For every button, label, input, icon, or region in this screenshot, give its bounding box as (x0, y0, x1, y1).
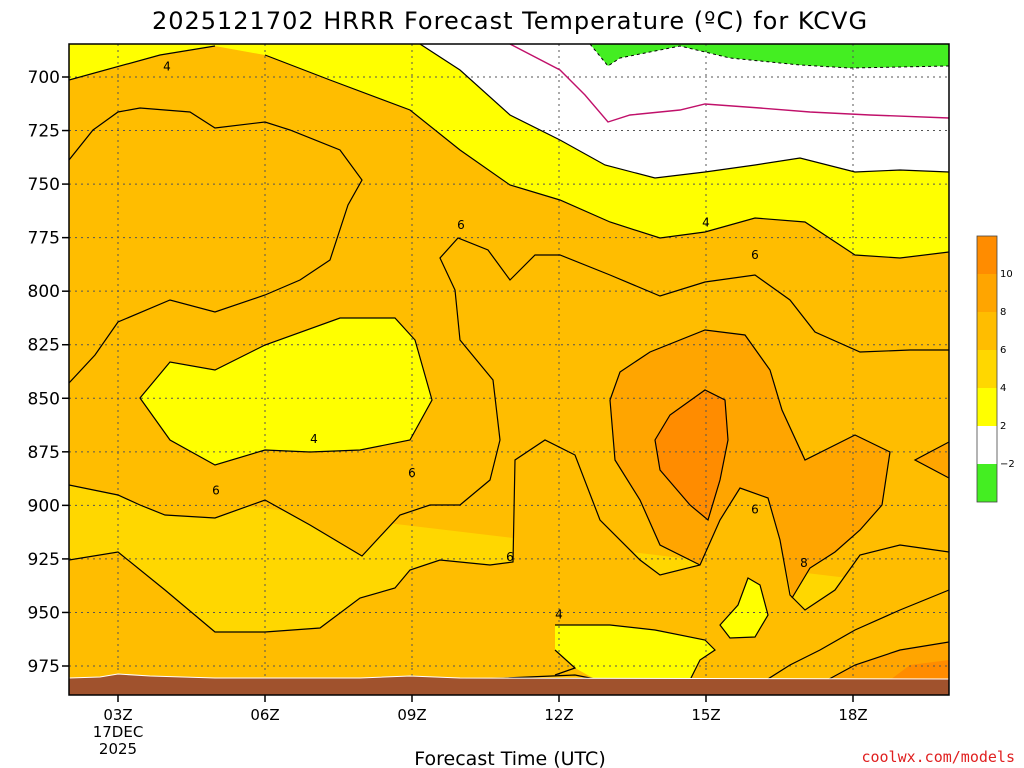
band-2-4-lower (555, 625, 715, 682)
x-tick-label: 03Z (103, 706, 132, 724)
colorbar-label: −2 (1000, 459, 1015, 470)
contour-labels: 4 4 4 4 6 6 6 6 6 6 8 (163, 59, 808, 621)
contour-label: 6 (408, 466, 416, 480)
colorbar-segment (977, 350, 997, 388)
ground-edge (69, 673, 949, 680)
colorbar-label: 2 (1000, 421, 1006, 432)
x-axis-label: Forecast Time (UTC) (414, 748, 605, 768)
x-tick-label: 15Z (691, 706, 720, 724)
y-tick-label: 825 (28, 336, 60, 356)
y-tick-label: 750 (28, 175, 60, 195)
colorbar-label: 4 (1000, 383, 1006, 394)
colorbar-label: 6 (1000, 345, 1006, 356)
grid-lines (69, 44, 949, 695)
y-tick-label: 875 (28, 443, 60, 463)
band-2-4-lower-small (720, 578, 768, 638)
colorbar-label: 10 (1000, 269, 1013, 280)
y-tick-label: 975 (28, 657, 60, 677)
contour-label: 4 (163, 59, 171, 73)
contour-label: 8 (800, 556, 808, 570)
plot-frame (68, 43, 950, 696)
x-tick-label: 06Z (250, 706, 279, 724)
y-axis: 700 725 750 775 800 825 850 875 900 925 950 975 (28, 68, 69, 677)
y-tick-label: 700 (28, 68, 60, 88)
colorbar: 10 8 6 4 2 −2 (976, 235, 1015, 503)
contour-label: 6 (506, 550, 514, 564)
band-10-plus-bottom (890, 660, 949, 680)
neg2-contour-line (589, 44, 949, 69)
contour-label: 6 (212, 483, 220, 497)
x-axis: 03Z 06Z 09Z 12Z 15Z 18Z (103, 695, 868, 724)
colorbar-label: 8 (1000, 307, 1006, 318)
y-tick-label: 950 (28, 603, 60, 623)
contour-label: 6 (457, 218, 465, 232)
x-date-day: 17DEC (93, 723, 144, 741)
colorbar-segment (977, 464, 997, 502)
credit-text: coolwx.com/models (861, 748, 1015, 766)
y-tick-label: 925 (28, 550, 60, 570)
contour-label: 6 (751, 503, 759, 517)
band-8-10-edge (915, 442, 949, 478)
zero-contour-line (509, 44, 949, 123)
y-tick-label: 775 (28, 229, 60, 249)
y-tick-label: 800 (28, 282, 60, 302)
colorbar-segment (977, 426, 997, 464)
ground-terrain (69, 674, 949, 695)
x-date-year: 2025 (99, 740, 137, 758)
colorbar-segment (977, 388, 997, 426)
band-0-2 (420, 44, 949, 178)
contour-label: 6 (751, 248, 759, 262)
x-tick-label: 12Z (544, 706, 573, 724)
y-tick-label: 725 (28, 122, 60, 142)
colorbar-segment (977, 274, 997, 312)
y-tick-label: 900 (28, 496, 60, 516)
colorbar-frame (976, 235, 998, 503)
contour-label: 4 (702, 216, 710, 230)
contour-fill (69, 44, 949, 695)
contour-label: 4 (555, 608, 563, 622)
band-2-4-middle (140, 318, 432, 465)
colorbar-segment (977, 236, 997, 274)
band-8-10 (610, 330, 890, 598)
band-below-0 (590, 44, 949, 68)
contour-label: 4 (310, 432, 318, 446)
band-2-4-upper (69, 44, 949, 258)
x-tick-label: 09Z (397, 706, 426, 724)
band-10-plus (655, 390, 728, 520)
y-tick-label: 850 (28, 389, 60, 409)
chart-title: 2025121702 HRRR Forecast Temperature (ºC… (152, 7, 868, 35)
colorbar-segment (977, 312, 997, 350)
x-tick-label: 18Z (838, 706, 867, 724)
